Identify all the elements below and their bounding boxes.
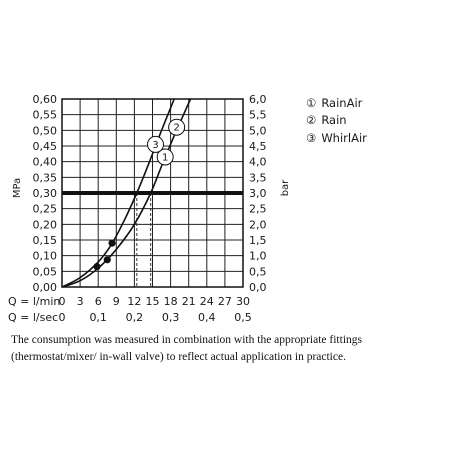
curve-marker-circle [156, 148, 174, 166]
x-axis-label-lmin: Q = l/min [8, 295, 60, 308]
y-tick-label-left: 0,30 [33, 187, 58, 200]
data-point [108, 239, 116, 247]
legend-label: RainAir [321, 96, 362, 110]
y-tick-label-left: 0,05 [33, 265, 58, 278]
x-tick-label-lmin: 21 [182, 295, 196, 308]
curve-marker-circle [168, 118, 186, 136]
y-tick-label-right: 5,5 [249, 109, 267, 122]
x-tick-label-lmin: 12 [127, 295, 141, 308]
legend-item-rainair: ① RainAir [306, 96, 363, 110]
y-tick-label-left: 0,50 [33, 124, 58, 137]
x-tick-label-lmin: 24 [200, 295, 214, 308]
y-tick-label-left: 0,55 [33, 109, 58, 122]
curve-markers: 1 2 3 [147, 118, 186, 166]
dashed-guides [136, 193, 152, 287]
x-tick-label-lmin: 15 [146, 295, 160, 308]
data-point [103, 256, 111, 264]
legend-item-rain: ② Rain [306, 113, 347, 127]
x-tick-label-lsec: 0,3 [162, 311, 180, 324]
data-point [93, 263, 101, 271]
y-axis-label-left: MPa [12, 178, 23, 198]
y-tick-label-right: 2,0 [249, 218, 267, 231]
chart-points [93, 239, 116, 271]
y-tick-label-right: 0,0 [249, 281, 267, 294]
y-tick-label-right: 5,0 [249, 124, 267, 137]
legend-label: WhirlAir [321, 131, 367, 145]
legend: ① RainAir ② Rain ③ WhirlAir [306, 96, 367, 145]
y-axis-label-right: bar [280, 179, 291, 196]
x-tick-label-lsec: 0,1 [89, 311, 107, 324]
flow-pressure-chart: 123 0,00 0,00,05 0,50,10 1,00,15 1,50,20 2,00… [8, 93, 367, 324]
legend-label: Rain [321, 113, 346, 127]
y-tick-label-right: 4,5 [249, 140, 267, 153]
curve-marker-label: 1 [162, 152, 168, 163]
legend-symbol: ② [306, 113, 316, 127]
y-tick-label-right: 3,5 [249, 171, 267, 184]
x-tick-label-lsec: 0,5 [234, 311, 252, 324]
y-tick-label-left: 0,40 [33, 156, 58, 169]
y-tick-label-left: 0,25 [33, 203, 58, 216]
curve-marker-3: 3 [147, 135, 165, 153]
curve-marker-circle [147, 135, 165, 153]
x-tick-label-lmin: 3 [77, 295, 84, 308]
consumption-note: The consumption was measured in combinat… [11, 334, 362, 363]
x-tick-label-lsec: 0 [59, 311, 66, 324]
x-tick-label-lmin: 30 [236, 295, 250, 308]
curve-marker-label: 3 [152, 140, 158, 151]
y-tick-label-right: 1,5 [249, 234, 267, 247]
curve-rainair [61, 98, 192, 288]
y-tick-label-right: 2,5 [249, 203, 267, 216]
x-tick-label-lsec: 0,4 [198, 311, 216, 324]
curve-marker-1: 1 [156, 148, 174, 166]
axis-ticks: 0,00 0,00,05 0,50,10 1,00,15 1,50,20 2,00,25 2… [33, 93, 267, 324]
curve-marker-label: 2 [173, 123, 179, 134]
y-tick-label-left: 0,35 [33, 171, 58, 184]
x-tick-label-lmin: 27 [218, 295, 232, 308]
y-tick-label-left: 0,10 [33, 250, 58, 263]
y-tick-label-left: 0,60 [33, 93, 58, 106]
x-tick-label-lsec: 0,2 [126, 311, 144, 324]
y-tick-label-left: 0,45 [33, 140, 58, 153]
legend-item-whirlair: ③ WhirlAir [306, 131, 367, 145]
y-tick-label-left: 0,15 [33, 234, 58, 247]
y-tick-label-right: 6,0 [249, 93, 267, 106]
x-tick-label-lmin: 0 [59, 295, 66, 308]
y-tick-label-right: 3,0 [249, 187, 267, 200]
legend-symbol: ① [306, 96, 316, 110]
x-tick-label-lmin: 6 [95, 295, 102, 308]
legend-symbol: ③ [306, 131, 316, 145]
y-tick-label-right: 0,5 [249, 265, 267, 278]
x-tick-label-lmin: 9 [113, 295, 120, 308]
x-tick-label-lmin: 18 [164, 295, 178, 308]
curve-marker-2: 2 [168, 118, 186, 136]
x-axis-label-lsec: Q = l/sec [8, 311, 58, 324]
y-tick-label-left: 0,20 [33, 218, 58, 231]
y-tick-label-right: 4,0 [249, 156, 267, 169]
y-tick-label-right: 1,0 [249, 250, 267, 263]
y-tick-label-left: 0,00 [33, 281, 58, 294]
